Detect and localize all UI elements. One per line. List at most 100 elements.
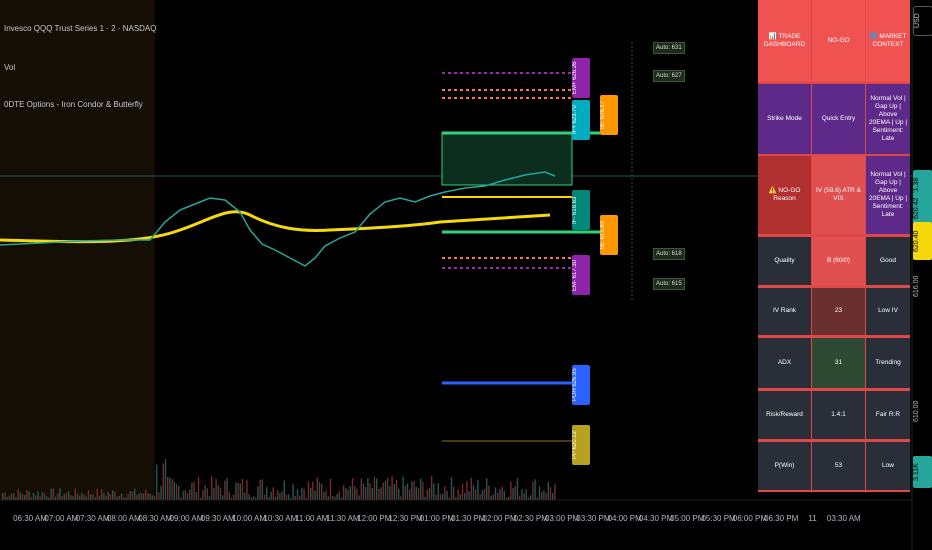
volume-bar [479,494,481,500]
volume-bar [400,496,402,500]
volume-bar [162,463,164,500]
dashboard-cell: Trending [866,338,910,388]
dashboard-cell: Risk/Reward [758,391,811,439]
volume-bar [351,478,354,500]
volume-bar [431,476,433,500]
volume-bar [464,492,466,500]
volume-bar [470,478,472,500]
volume-bar [442,493,444,500]
volume-bar [347,489,349,500]
volume-bar [50,488,52,500]
volume-bar [279,492,281,500]
currency: USD [913,6,932,36]
time-label: 04:00 PM [607,514,642,523]
time-label: 04:30 PM [638,514,674,523]
time-label: 06:00 PM [732,514,768,523]
volume-bar [501,486,503,500]
volume-bar [336,493,338,500]
volume-bar [94,497,96,500]
volume-bar [8,495,10,500]
volume-bar [444,486,446,500]
dashboard-cell: Low [866,442,910,490]
volume-bar [41,492,43,500]
volume-bar [516,478,519,500]
volume-bar [461,483,464,500]
volume-bar [494,487,497,500]
volume-bar [147,493,149,500]
volume-bar [527,497,530,500]
time-label: 06:30 PM [764,514,799,523]
volume-bar [486,478,488,500]
volume-bar [362,483,365,500]
volume-bar [10,493,13,500]
volume-bar [433,483,435,500]
volume-bar [525,489,527,500]
time-label: 11:00 AM [295,514,329,523]
volume-bar [59,488,61,500]
volume-bar [512,487,514,500]
volume-bar [48,497,50,500]
volume-bar [323,492,325,500]
time-label: 11:30 AM [326,514,360,523]
volume-bar [184,490,186,500]
volume-bar [224,480,226,500]
level-label: PP 620.12 [572,425,590,465]
volume-bar [508,496,510,500]
volume-bar [68,491,70,500]
volume-bar [373,476,376,500]
volume-bar [413,480,415,500]
volume-bar [175,483,178,500]
volume-bar [420,478,422,500]
volume-bar [239,483,241,500]
volume-bar [120,493,123,500]
volume-bar [378,488,380,500]
volume-bar [85,496,87,500]
volume-bar [356,488,358,500]
time-label: 02:00 PM [482,514,517,523]
price-label: 620.42 [913,192,932,224]
volume-bar [237,482,239,500]
volume-bar [391,476,393,500]
dashboard-cell: Strike Mode [758,84,811,154]
volume-bar [477,479,479,500]
volume-bar [439,494,442,500]
volume-bar [63,493,65,500]
volume-bar [404,485,406,500]
level-label: EM- 617.30 [572,255,590,295]
volume-bar [4,492,6,500]
volume-bar [81,492,83,500]
volume-bar [261,479,263,500]
volume-bar [483,488,486,500]
volume-bar [301,487,303,500]
volume-bar [552,492,554,500]
volume-bar [472,484,475,500]
volume-bar [217,485,219,500]
volume-bar [382,482,384,500]
volume-bar [228,492,230,500]
volume-bar [349,486,351,500]
volume-bar [131,491,134,500]
volume-bar [543,490,545,500]
dashboard-cell: 31 [812,338,865,388]
volume-bar [252,496,255,500]
volume-bar [28,491,30,500]
time-label: 08:00 AM [106,514,141,523]
condor-zone [441,132,573,186]
level-label: BE 626.17 [600,95,618,135]
volume-bar [241,478,244,500]
auto-label: Auto: 631 [653,42,685,54]
volume-bar [292,484,294,500]
volume-bar [145,489,147,500]
volume-bar [510,481,512,500]
volume-bar [519,495,521,500]
volume-bar [61,496,63,500]
volume-bar [266,487,268,500]
volume-bar [233,494,235,500]
volume-bar [136,494,138,500]
volume-bar [294,496,296,500]
volume-bar [76,493,79,500]
volume-bar [376,478,378,500]
volume-bar [246,479,248,500]
volume-bar [332,496,334,500]
dashboard-cell: IV (59.6) ATR & VIX [812,156,865,234]
